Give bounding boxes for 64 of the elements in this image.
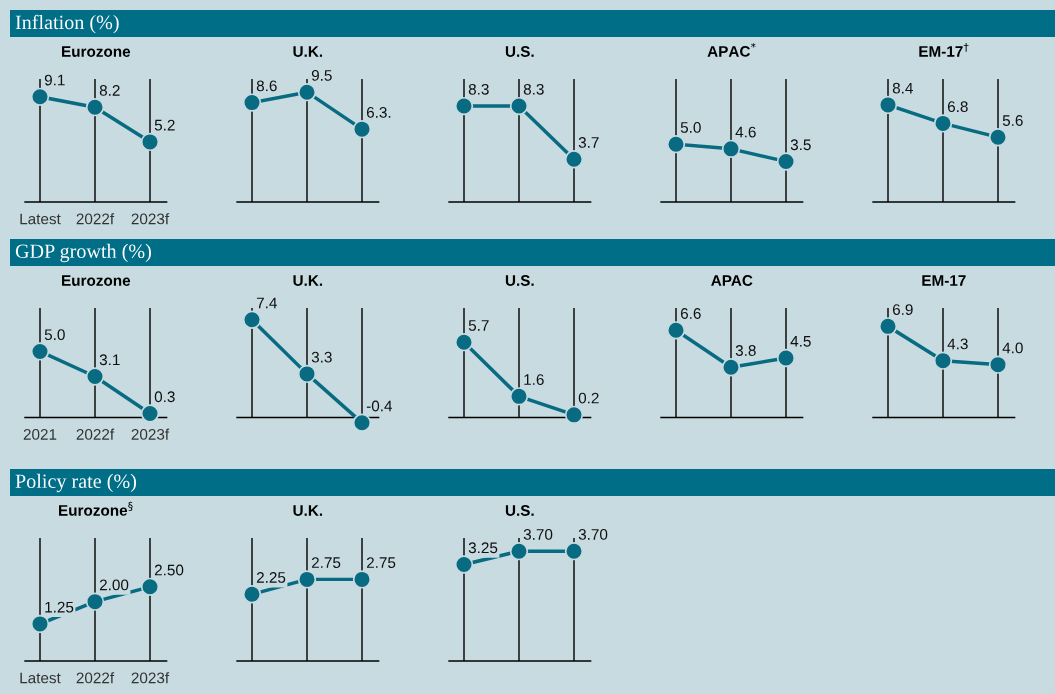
x-tick-label: Latest [20,213,61,225]
text: Inflation (%) [15,14,119,34]
data-label: 5.2 [154,119,175,131]
x-tick-label: 2022f [76,213,115,225]
chart-title: APAC$^{*}$ [707,42,756,57]
data-label: 2.75 [311,557,341,569]
x-tick-label: 2021 [23,428,57,440]
data-label: 4.0 [1002,342,1023,354]
data-label: 8.2 [99,85,120,96]
data-label: 3.1 [99,354,120,366]
chart-title: U.K. [293,275,323,286]
data-label: 9.5 [311,70,332,81]
data-label: 9.1 [44,74,65,86]
chart-title: APAC [711,275,753,286]
data-label: 0.2 [578,392,599,404]
data-label: 3.70 [523,529,553,540]
data-label: 4.5 [790,336,811,347]
chart-title: U.S. [505,275,534,286]
data-label: 6.6 [680,308,701,319]
text: GDP growth (%) [15,243,151,263]
data-label: 5.0 [44,329,65,341]
x-tick-label: Latest [20,672,61,684]
data-label: 3.5 [790,139,811,151]
data-label: 0.3 [154,391,175,403]
data-label: 2.00 [99,579,129,591]
chart-title: U.S. [505,505,534,516]
data-label: 7.4 [256,297,277,309]
data-label: 8.6 [256,80,277,92]
data-label: 4.3 [947,338,968,350]
data-label: 3.7 [578,137,599,148]
x-tick-label: 2023f [131,213,170,225]
text: Policy rate (%) [15,473,137,493]
chart-title: Eurozone$^{§}$ [59,501,133,516]
data-label: -0.4 [366,400,393,412]
x-tick-label: 2022f [76,428,115,440]
chart-title: Eurozone [62,46,131,57]
chart-title: EM-17 [922,275,966,286]
data-label: 2.50 [154,564,184,576]
data-label: 1.25 [45,601,74,613]
chart-title: Eurozone [62,275,131,286]
data-label: 3.3 [311,351,332,363]
data-label: 8.3 [468,83,489,95]
data-label: 4.6 [735,126,756,138]
chart-title: U.S. [505,46,534,57]
data-label: 8.3 [523,83,544,95]
data-label: 3.25 [468,542,498,554]
x-tick-label: 2023f [131,428,170,440]
data-label: 5.0 [680,122,701,133]
data-label: 1.6 [524,374,544,385]
data-label: 3.70 [578,529,608,540]
chart-title: EM-17$^{†}$ [919,43,969,57]
data-label: 6.3. [366,107,391,118]
data-label: 5.6 [1002,115,1023,126]
chart-title: U.K. [293,505,323,516]
data-label: 5.7 [468,320,489,331]
data-label: 6.8 [947,101,968,113]
data-label: 8.4 [892,82,913,94]
data-label: 3.8 [735,345,756,356]
data-label: 2.75 [366,557,396,569]
data-label: 6.9 [892,304,913,315]
chart-title: U.K. [293,46,323,57]
x-tick-label: 2023f [131,672,170,684]
data-label: 2.25 [256,572,286,583]
x-tick-label: 2022f [76,672,115,684]
